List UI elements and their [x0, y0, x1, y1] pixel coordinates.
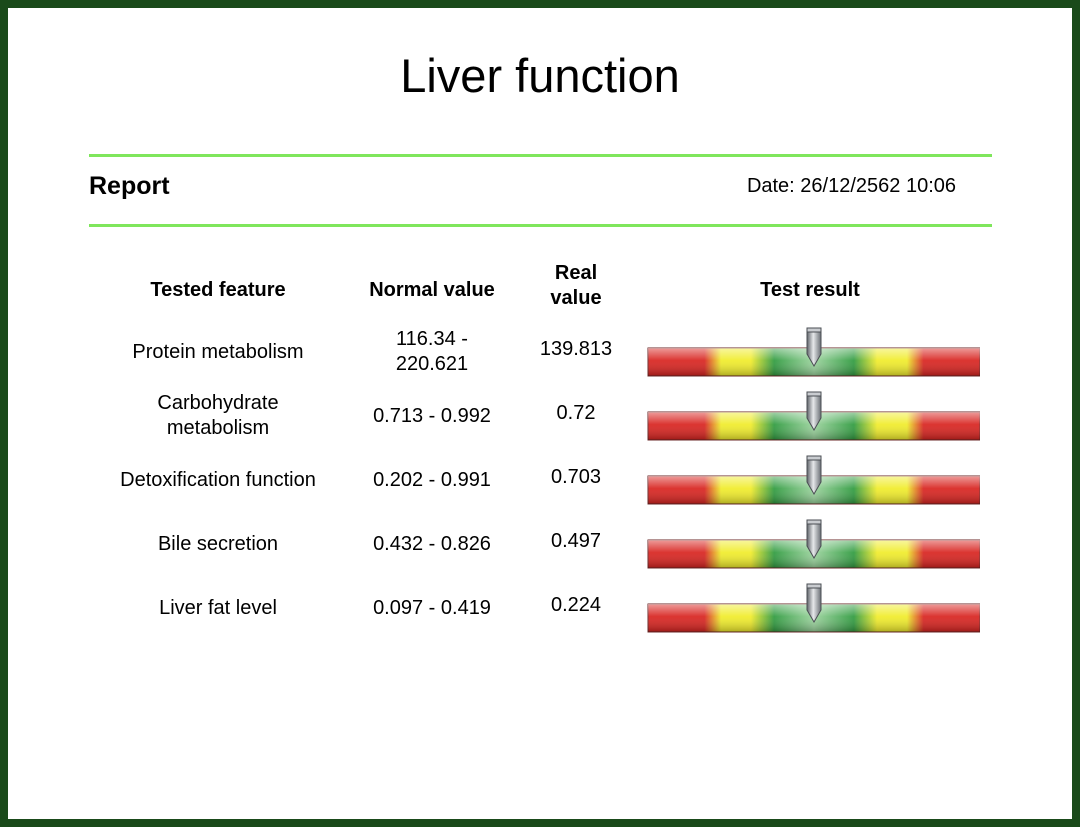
- tested-feature-cell: Detoxification function: [98, 448, 338, 512]
- header-test-result-label: Test result: [760, 278, 860, 301]
- tested-feature-cell-line: Bile secretion: [157, 532, 279, 555]
- header-normal-value-label: Normal value: [369, 278, 495, 301]
- header-real-value-line1: Real: [554, 262, 598, 284]
- real-value-cell: 139.813: [539, 337, 613, 360]
- header-tested-feature-label: Tested feature: [150, 278, 286, 301]
- tested-feature-cell: Protein metabolism: [98, 320, 338, 384]
- header-real-value: Real value: [518, 257, 634, 315]
- tested-feature-cell-line: Detoxification function: [120, 468, 316, 491]
- normal-value-cell-line: 116.34 -: [396, 328, 468, 350]
- report-date: Date: 26/12/2562 10:06: [746, 175, 956, 197]
- tested-feature-cell-line: metabolism: [166, 417, 270, 439]
- normal-value-cell: 0.713 - 0.992: [346, 384, 518, 448]
- normal-value-cell: 0.097 - 0.419: [346, 576, 518, 640]
- gauge-needle-cap: [806, 455, 822, 461]
- gauge-needle-cap: [806, 327, 822, 333]
- top-divider: [89, 154, 992, 157]
- tested-feature-cell-line: Protein metabolism: [132, 340, 304, 363]
- gauge-graphic: [647, 519, 980, 569]
- normal-value-cell-line: 0.097 - 0.419: [373, 596, 491, 619]
- test-result-gauge: [640, 512, 980, 576]
- normal-value-cell-line: 0.202 - 0.991: [373, 468, 491, 491]
- header-tested-feature: Tested feature: [98, 265, 338, 315]
- real-value-cell: 0.72: [556, 401, 596, 424]
- tested-feature-cell: Liver fat level: [98, 576, 338, 640]
- real-value-cell: 0.703: [550, 465, 602, 488]
- test-result-gauge: [640, 320, 980, 384]
- gauge-graphic: [647, 455, 980, 505]
- normal-value-cell-line: 0.432 - 0.826: [373, 532, 491, 555]
- gauge-graphic: [647, 327, 980, 377]
- normal-value-cell: 116.34 - 220.621: [346, 320, 518, 384]
- real-value-cell: 0.224: [550, 593, 602, 616]
- tested-feature-cell-line: Carbohydrate: [157, 392, 279, 414]
- normal-value-cell: 0.202 - 0.991: [346, 448, 518, 512]
- page-title: Liver function: [400, 49, 680, 102]
- test-result-gauge: [640, 384, 980, 448]
- bottom-divider: [89, 224, 992, 227]
- normal-value-cell-line: 220.621: [395, 353, 469, 375]
- header-real-value-line2: value: [550, 287, 602, 309]
- normal-value-cell: 0.432 - 0.826: [346, 512, 518, 576]
- gauge-needle-cap: [806, 519, 822, 525]
- header-normal-value: Normal value: [346, 265, 518, 315]
- real-value-cell: 0.497: [550, 529, 602, 552]
- test-result-gauge: [640, 448, 980, 512]
- normal-value-cell-line: 0.713 - 0.992: [373, 404, 491, 427]
- tested-feature-cell: Bile secretion: [98, 512, 338, 576]
- gauge-needle-cap: [806, 391, 822, 397]
- gauge-graphic: [647, 391, 980, 441]
- test-result-gauge: [640, 576, 980, 640]
- tested-feature-cell-line: Liver fat level: [159, 596, 277, 619]
- header-test-result: Test result: [640, 265, 980, 315]
- tested-feature-cell: Carbohydrate metabolism: [98, 384, 338, 448]
- report-label: Report: [89, 172, 170, 200]
- gauge-graphic: [647, 583, 980, 633]
- gauge-needle-cap: [806, 583, 822, 589]
